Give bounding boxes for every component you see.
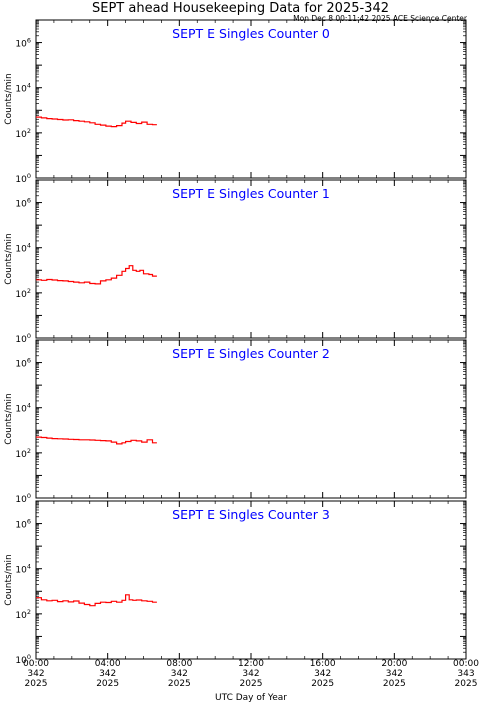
series-line <box>36 116 157 128</box>
series-line <box>36 436 157 445</box>
x-tick-doy: 342 <box>386 669 403 679</box>
x-tick-doy: 342 <box>242 669 259 679</box>
y-tick-label: 104 <box>15 402 31 415</box>
x-tick-time: 20:00 <box>381 659 407 669</box>
y-tick-label: 106 <box>15 197 31 210</box>
panel-frame <box>35 19 467 179</box>
y-tick-label: 104 <box>15 82 31 95</box>
x-axis-label: UTC Day of Year <box>215 693 287 703</box>
panel-title: SEPT E Singles Counter 1 <box>172 186 330 201</box>
series-line <box>36 594 157 607</box>
chart-title: SEPT ahead Housekeeping Data for 2025-34… <box>92 1 389 16</box>
x-tick-year: 2025 <box>168 679 191 689</box>
x-tick-doy: 343 <box>457 669 474 679</box>
y-axis-label: Counts/min <box>4 233 14 284</box>
y-axis-label: Counts/min <box>4 393 14 444</box>
y-tick-label: 100 <box>15 332 31 345</box>
timestamp: Mon Dec 8 00:11:42 2025 ACE Science Cent… <box>293 14 467 23</box>
panel-frame <box>35 179 467 339</box>
y-tick-label: 106 <box>15 37 31 50</box>
y-tick-label: 106 <box>15 357 31 370</box>
x-tick-doy: 342 <box>99 669 116 679</box>
x-tick-year: 2025 <box>96 679 119 689</box>
x-tick-time: 16:00 <box>310 659 336 669</box>
x-tick-year: 2025 <box>383 679 406 689</box>
y-tick-label: 100 <box>15 492 31 505</box>
panel-frame <box>35 339 467 499</box>
y-tick-label: 102 <box>15 287 31 300</box>
y-tick-label: 100 <box>15 172 31 185</box>
x-tick-year: 2025 <box>455 679 478 689</box>
panel-title: SEPT E Singles Counter 0 <box>172 26 330 41</box>
x-tick-time: 12:00 <box>238 659 264 669</box>
x-tick-time: 00:00 <box>453 659 479 669</box>
y-tick-label: 102 <box>15 447 31 460</box>
x-tick-time: 04:00 <box>95 659 121 669</box>
x-tick-year: 2025 <box>311 679 334 689</box>
y-axis-label: Counts/min <box>4 554 14 605</box>
panel-title: SEPT E Singles Counter 2 <box>172 346 330 361</box>
y-tick-label: 102 <box>15 608 31 621</box>
x-tick-doy: 342 <box>27 669 44 679</box>
y-tick-label: 100 <box>15 653 31 666</box>
x-tick-time: 08:00 <box>166 659 192 669</box>
panel-frame <box>35 500 467 660</box>
y-tick-label: 102 <box>15 127 31 140</box>
y-axis-label: Counts/min <box>4 73 14 124</box>
y-tick-label: 106 <box>15 518 31 531</box>
x-tick-time: 00:00 <box>23 659 49 669</box>
x-tick-doy: 342 <box>314 669 331 679</box>
x-tick-doy: 342 <box>171 669 188 679</box>
x-tick-year: 2025 <box>25 679 48 689</box>
series-line <box>36 265 157 285</box>
y-tick-label: 104 <box>15 242 31 255</box>
y-tick-label: 104 <box>15 563 31 576</box>
x-tick-year: 2025 <box>240 679 263 689</box>
panel-title: SEPT E Singles Counter 3 <box>172 507 330 522</box>
